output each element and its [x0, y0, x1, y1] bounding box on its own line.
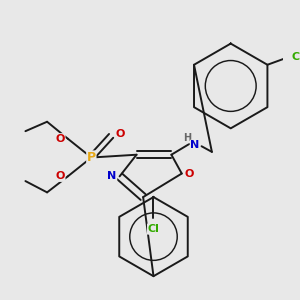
- Text: Cl: Cl: [292, 52, 300, 62]
- Text: O: O: [184, 169, 194, 178]
- Text: N: N: [107, 171, 117, 182]
- Text: Cl: Cl: [148, 224, 159, 234]
- Text: O: O: [116, 129, 125, 139]
- Text: H: H: [183, 133, 191, 143]
- Text: N: N: [190, 140, 200, 150]
- Text: O: O: [56, 134, 65, 144]
- Text: P: P: [87, 151, 96, 164]
- Text: O: O: [56, 171, 65, 182]
